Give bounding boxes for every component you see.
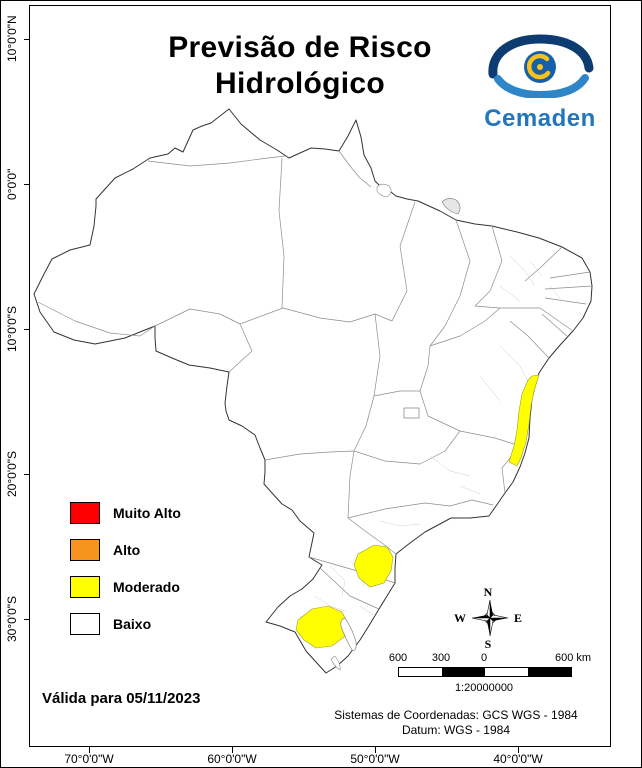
lon-label-50w: 50°0'0"W <box>350 752 400 766</box>
compass-south-label: S <box>484 637 492 651</box>
lon-label-60w: 60°0'0"W <box>207 752 257 766</box>
lon-tick <box>232 747 233 753</box>
lagoa-mirim <box>330 655 341 671</box>
lon-tick <box>89 747 90 753</box>
scale-label: 300 <box>431 652 451 664</box>
legend-label: Baixo <box>113 616 152 632</box>
sao-luis-bay-islands <box>441 198 461 215</box>
distrito-federal-outline <box>403 407 420 419</box>
compass-west-label: W <box>453 610 466 625</box>
lat-label-30s: 30°0'0"S <box>5 595 19 643</box>
lat-label-20s: 20°0'0"S <box>5 450 19 498</box>
legend-item-alto: Alto <box>70 539 181 561</box>
validity-date: Válida para 05/11/2023 <box>42 690 201 707</box>
scale-bar-labels: 600 300 0 600 km <box>370 652 610 665</box>
lat-label-0: 0°0'0" <box>5 168 19 200</box>
scale-bar-graphic <box>398 667 572 677</box>
lagoa-dos-patos <box>340 617 357 651</box>
coordinate-system-line: Sistemas de Coordenadas: GCS WGS - 1984 <box>334 708 578 722</box>
lat-tick <box>24 619 30 620</box>
lon-label-70w: 70°0'0"W <box>64 752 114 766</box>
legend-item-muito-alto: Muito Alto <box>70 502 181 524</box>
scale-label: 600 km <box>554 652 592 664</box>
lat-tick <box>24 39 30 40</box>
legend-label: Alto <box>113 542 141 558</box>
datum-line: Datum: WGS - 1984 <box>401 723 511 737</box>
risk-areas-moderate <box>295 374 540 649</box>
coastal-details <box>330 183 461 671</box>
lat-tick <box>24 474 30 475</box>
state-boundaries <box>37 150 593 610</box>
scale-ratio: 1:20000000 <box>454 682 514 694</box>
compass-north-label: N <box>483 585 493 599</box>
coordinate-system-note: Sistemas de Coordenadas: GCS WGS - 1984 … <box>310 708 602 738</box>
map-frame: Previsão de Risco Hidrológico Cemaden Mu… <box>29 5 611 747</box>
lat-label-10n: 10°0'0"N <box>5 15 19 63</box>
compass-rose: N W E S <box>450 586 526 650</box>
scale-label: 0 <box>480 652 488 664</box>
legend-item-moderado: Moderado <box>70 576 181 598</box>
compass-east-label: E <box>513 610 522 625</box>
legend-swatch-muito-alto <box>70 502 100 524</box>
risk-legend: Muito Alto Alto Moderado Baixo <box>70 502 181 650</box>
lon-label-40w: 40°0'0"W <box>493 752 543 766</box>
lat-label-10s: 10°0'0"S <box>5 305 19 353</box>
cemaden-eye-icon <box>488 34 594 100</box>
compass-star-icon <box>471 599 509 637</box>
legend-label: Moderado <box>113 579 180 595</box>
marajo-island <box>376 183 392 198</box>
lat-tick <box>24 184 30 185</box>
risk-area-south-1 <box>353 544 394 588</box>
lon-tick <box>375 747 376 753</box>
legend-swatch-baixo <box>70 613 100 635</box>
lon-tick <box>518 747 519 753</box>
page-title: Previsão de Risco Hidrológico <box>150 30 450 102</box>
risk-area-bahia-coast <box>508 374 540 467</box>
cemaden-logo: Cemaden <box>472 34 608 133</box>
cemaden-wordmark: Cemaden <box>484 105 596 132</box>
legend-swatch-alto <box>70 539 100 561</box>
scale-bar: 600 300 0 600 km 1:20000000 <box>370 652 610 704</box>
risk-area-south-2 <box>295 605 349 649</box>
scale-label: 600 <box>388 652 408 664</box>
title-line-1: Previsão de Risco <box>168 31 432 64</box>
title-line-2: Hidrológico <box>215 67 385 100</box>
legend-swatch-moderado <box>70 576 100 598</box>
lat-tick <box>24 329 30 330</box>
legend-item-baixo: Baixo <box>70 613 181 635</box>
legend-label: Muito Alto <box>113 505 181 521</box>
brazil-risk-map <box>33 108 593 674</box>
